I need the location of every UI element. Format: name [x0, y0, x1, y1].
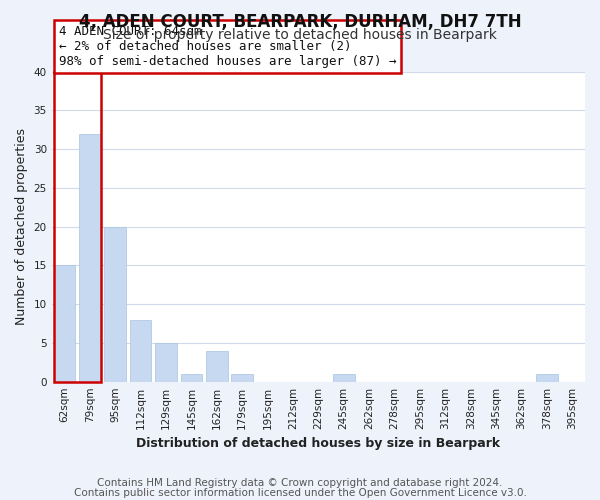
Bar	[79, 134, 101, 382]
Text: 4, ADEN COURT, BEARPARK, DURHAM, DH7 7TH: 4, ADEN COURT, BEARPARK, DURHAM, DH7 7TH	[79, 12, 521, 30]
Text: Size of property relative to detached houses in Bearpark: Size of property relative to detached ho…	[103, 28, 497, 42]
Text: Contains HM Land Registry data © Crown copyright and database right 2024.: Contains HM Land Registry data © Crown c…	[97, 478, 503, 488]
Text: Contains public sector information licensed under the Open Government Licence v3: Contains public sector information licen…	[74, 488, 526, 498]
Bar	[536, 374, 557, 382]
X-axis label: Distribution of detached houses by size in Bearpark: Distribution of detached houses by size …	[136, 437, 500, 450]
Text: 4 ADEN COURT: 64sqm
← 2% of detached houses are smaller (2)
98% of semi-detached: 4 ADEN COURT: 64sqm ← 2% of detached hou…	[59, 26, 397, 68]
Bar	[333, 374, 355, 382]
Bar	[232, 374, 253, 382]
Bar	[155, 343, 177, 382]
Bar	[206, 350, 227, 382]
Bar	[53, 72, 101, 382]
Bar	[130, 320, 151, 382]
Bar	[53, 266, 75, 382]
Bar	[181, 374, 202, 382]
Y-axis label: Number of detached properties: Number of detached properties	[15, 128, 28, 325]
Bar	[104, 226, 126, 382]
